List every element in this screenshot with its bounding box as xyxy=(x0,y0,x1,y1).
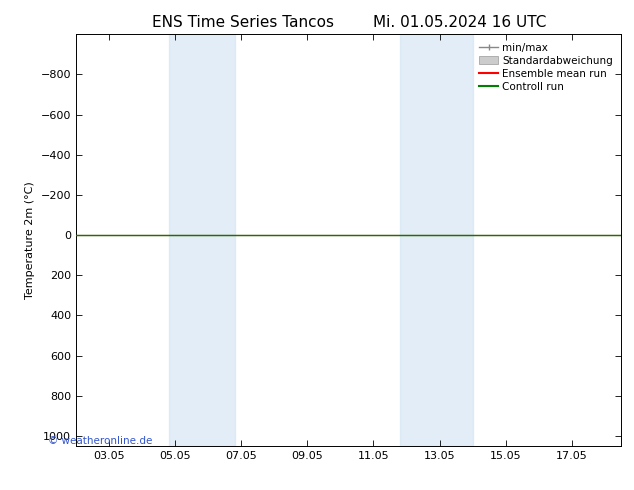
Title: ENS Time Series Tancos        Mi. 01.05.2024 16 UTC: ENS Time Series Tancos Mi. 01.05.2024 16… xyxy=(152,15,546,30)
Bar xyxy=(400,34,472,446)
Y-axis label: Temperature 2m (°C): Temperature 2m (°C) xyxy=(25,181,35,299)
Text: © weatheronline.de: © weatheronline.de xyxy=(48,436,152,446)
Bar xyxy=(169,34,235,446)
Legend: min/max, Standardabweichung, Ensemble mean run, Controll run: min/max, Standardabweichung, Ensemble me… xyxy=(476,40,616,95)
